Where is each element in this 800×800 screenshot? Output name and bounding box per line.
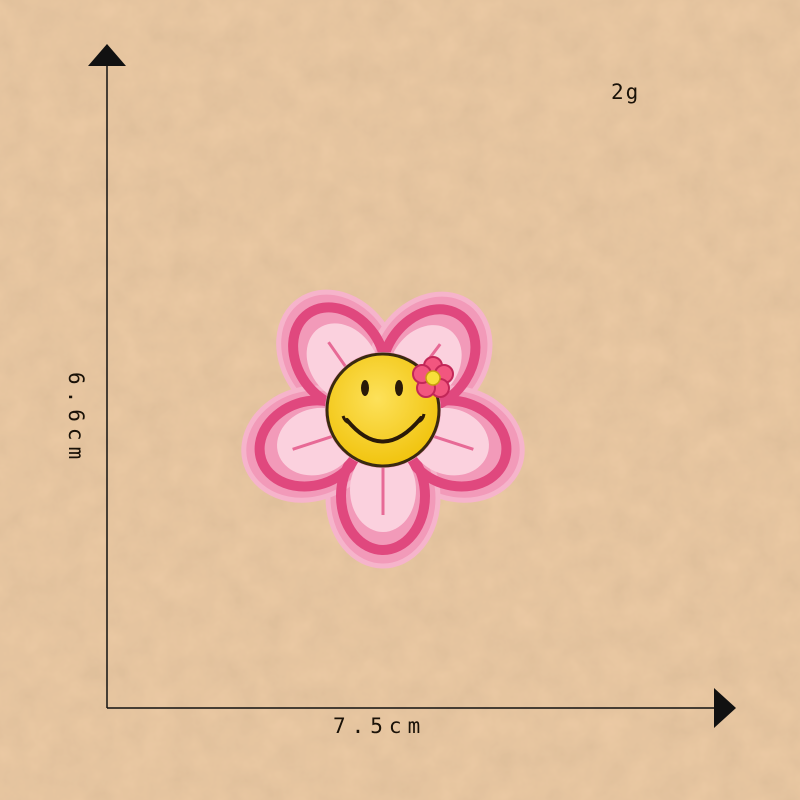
- width-dimension-label: 7.5cm: [333, 714, 427, 738]
- right-arrow-icon: [714, 688, 736, 728]
- flower-smiley-patch: [241, 289, 525, 569]
- dimension-axes: [106, 62, 720, 709]
- small-flower-icon: [412, 356, 454, 398]
- smiley-face-icon: [325, 352, 441, 468]
- up-arrow-icon: [88, 44, 126, 66]
- height-dimension-label: 6.6cm: [64, 372, 88, 466]
- weight-label: 2g: [611, 80, 641, 104]
